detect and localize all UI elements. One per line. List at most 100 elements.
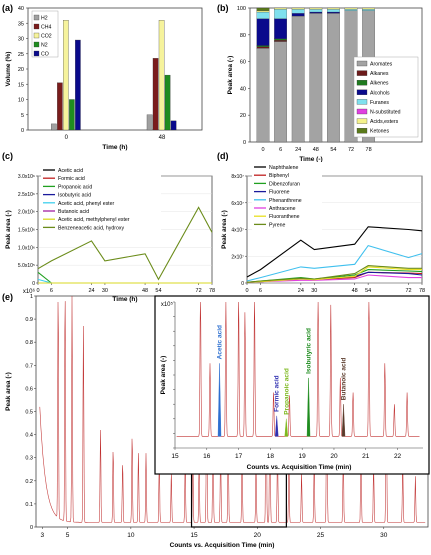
legend-label: Aromates: [370, 62, 393, 68]
bar-segment: [274, 41, 287, 143]
inset-y-scale-label: x10⁵: [161, 301, 174, 308]
bar-segment: [327, 11, 340, 14]
y-tick-label: 0.7: [25, 363, 33, 369]
legend-label: Isobutyric acid: [58, 193, 91, 199]
x-tick-label: 30: [102, 288, 108, 294]
legend-label: Dibenzofuran: [269, 181, 300, 187]
peak-annotation: Acetic acid: [217, 325, 224, 359]
x-axis-label: Time (h): [102, 144, 127, 151]
y-tick-label: 0.9: [25, 317, 33, 323]
legend-swatch: [33, 23, 40, 30]
y-axis-label: Peak area (-): [5, 372, 12, 411]
x-tick-label: 78: [209, 288, 215, 294]
x-tick-label: 20: [254, 532, 262, 539]
legend-label: Pyrene: [269, 222, 286, 228]
legend-label: Naphthalene: [269, 165, 299, 171]
y-tick-label: 20: [240, 113, 246, 119]
x-tick-label: 0: [36, 288, 39, 294]
bar: [69, 99, 75, 131]
x-tick-label: 78: [366, 147, 372, 153]
x-tick-label: 30: [311, 288, 317, 294]
bar-segment: [309, 13, 323, 143]
y-tick-label: 8x10⁷: [231, 174, 244, 180]
y-tick-label: 0: [243, 140, 246, 146]
x-tick-label: 48: [142, 288, 148, 294]
legend-label: Ketones: [370, 129, 389, 135]
bar-segment: [256, 18, 270, 46]
legend-box: [41, 165, 161, 235]
y-tick-label: 6x10⁷: [231, 201, 244, 207]
panel-label-a: (a): [2, 3, 13, 13]
y-tick-label: 0.4: [25, 433, 33, 439]
y-tick-label: 100: [237, 6, 246, 12]
inset-x-tick-label: 19: [299, 453, 307, 460]
x-tick-label: 0: [245, 288, 248, 294]
inset-x-tick-label: 17: [235, 453, 243, 460]
legend-swatch: [356, 89, 368, 95]
bar: [146, 114, 153, 131]
y-tick-label: 0.1: [25, 502, 33, 508]
y-tick-label: 10: [18, 98, 24, 104]
legend-swatch: [356, 108, 368, 115]
bar-segment: [309, 7, 323, 10]
x-tick-label: 3: [41, 532, 45, 539]
peak-annotation: Butanoic acid: [341, 358, 348, 401]
legend-label: Propanoic acid: [58, 184, 92, 190]
y-axis-label: Peak area (-): [5, 210, 12, 249]
bar-segment: [291, 13, 305, 17]
x-tick-label: 25: [317, 532, 325, 539]
bar-segment: [309, 11, 323, 14]
annotated-peak: [275, 415, 279, 437]
y-tick-label: 2x10⁷: [231, 254, 244, 260]
y-tick-label: 0: [21, 128, 24, 134]
panel-label-c: (c): [2, 151, 13, 161]
y-tick-label: 0.8: [25, 340, 33, 346]
x-tick-label: 24: [295, 147, 301, 153]
legend-swatch: [33, 41, 40, 48]
y-scale-label: x10⁶: [23, 288, 36, 295]
legend-label: N2: [41, 43, 48, 49]
y-tick-label: 35: [18, 21, 24, 27]
chart-c: 0 5.0x10⁵ 1.0x10⁶ 1.5x10⁶ 2.0x10⁶ 2.5x10⁶ 3.0x…: [5, 165, 215, 303]
inset-y-axis-label: Peak area (-): [160, 356, 167, 395]
panel-label-e: (e): [2, 292, 13, 302]
bar-segment: [274, 9, 287, 19]
inset-x-tick-label: 18: [267, 453, 275, 460]
legend-label: Fluoranthene: [269, 214, 300, 220]
series-line: [37, 206, 213, 281]
series-line: [246, 265, 422, 283]
series-line: [37, 271, 212, 284]
bar-segment: [362, 9, 375, 11]
bar-segment: [256, 10, 270, 13]
panel-label-b: (b): [217, 3, 229, 13]
x-tick-label: 72: [196, 288, 202, 294]
bar: [75, 39, 81, 131]
x-tick-label: 6: [50, 288, 53, 294]
peak-annotation: Propanoic acid: [283, 368, 290, 415]
annotated-peak: [284, 418, 288, 437]
y-tick-label: 40: [18, 6, 24, 12]
y-tick-label: 0.3: [25, 456, 33, 462]
x-tick-label: 0: [261, 147, 264, 153]
bar: [170, 120, 177, 131]
y-tick-label: 0: [241, 281, 244, 287]
x-tick-label: 6: [279, 147, 282, 153]
y-axis-label: Peak area (-): [227, 56, 234, 95]
y-tick-label: 0.5: [25, 410, 33, 416]
x-tick-label: 6: [259, 288, 262, 294]
y-tick-label: 2.0x10⁶: [18, 210, 35, 216]
legend-label: Furanes: [370, 100, 389, 106]
legend-label: Acetic acid, phenyl ester: [58, 201, 114, 207]
bar-segment: [256, 7, 270, 11]
inset-x-tick-label: 20: [330, 453, 338, 460]
peak-annotation: Formic acid: [274, 375, 281, 412]
y-tick-label: 15: [18, 82, 24, 88]
inset-x-axis-label: Counts vs. Acquisition Time (min): [247, 464, 352, 471]
bar-segment: [256, 11, 270, 19]
annotated-peak: [217, 363, 222, 437]
x-tick-label: 54: [155, 288, 161, 294]
legend-label: CO2: [41, 34, 52, 40]
x-tick-label: 72: [405, 288, 411, 294]
legend-label: CH4: [41, 25, 51, 31]
y-tick-label: 5.0x10⁵: [18, 263, 35, 269]
